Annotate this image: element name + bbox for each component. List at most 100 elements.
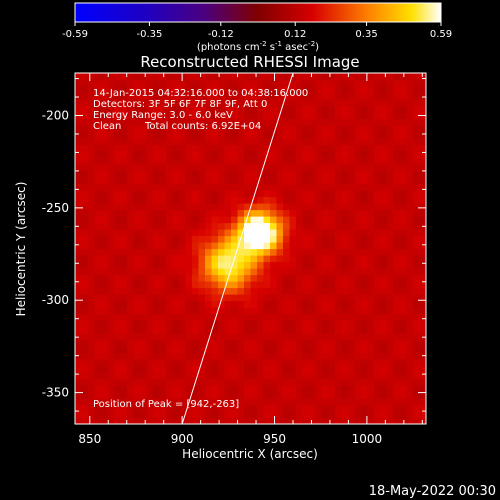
heatmap-cell [133,307,141,315]
heatmap-cell [257,300,265,308]
heatmap-cell [367,209,375,217]
heatmap-cell [211,372,219,380]
heatmap-cell [335,313,343,321]
heatmap-cell [211,287,219,295]
heatmap-cell [107,398,115,406]
heatmap-cell [192,79,200,87]
heatmap-cell [374,326,382,334]
heatmap-cell [419,203,426,211]
heatmap-cell [380,164,388,172]
heatmap-cell [140,385,148,393]
heatmap-cell [205,86,213,94]
heatmap-cell [263,274,271,282]
heatmap-cell [413,196,421,204]
heatmap-cell [107,274,115,282]
heatmap-cell [374,255,382,263]
heatmap-cell [244,151,252,159]
heatmap-cell [75,125,83,133]
heatmap-cell [296,242,304,250]
heatmap-cell [205,196,213,204]
heatmap-cell [335,144,343,152]
heatmap-cell [224,105,232,113]
heatmap-cell [361,326,369,334]
heatmap-cell [419,411,426,419]
heatmap-cell [140,229,148,237]
heatmap-cell [348,352,356,360]
heatmap-cell [179,333,187,341]
heatmap-cell [172,268,180,276]
heatmap-cell [387,287,395,295]
heatmap-cell [289,183,297,191]
heatmap-cell [159,216,167,224]
heatmap-cell [172,417,180,424]
heatmap-cell [309,359,317,367]
heatmap-cell [185,339,193,347]
heatmap-cell [94,352,102,360]
heatmap-cell [153,417,161,424]
heatmap-cell [335,216,343,224]
heatmap-cell [276,216,284,224]
heatmap-cell [198,391,206,399]
heatmap-cell [205,170,213,178]
heatmap-cell [101,255,109,263]
heatmap-cell [101,190,109,198]
heatmap-cell [133,118,141,126]
heatmap-cell [101,216,109,224]
heatmap-cell [127,417,135,424]
heatmap-cell [140,333,148,341]
heatmap-cell [205,73,213,81]
heatmap-cell [75,294,83,302]
heatmap-cell [159,242,167,250]
heatmap-cell [413,157,421,165]
heatmap-cell [120,190,128,198]
heatmap-cell [153,138,161,146]
heatmap-cell [81,125,89,133]
heatmap-cell [296,300,304,308]
heatmap-cell [302,268,310,276]
heatmap-cell [107,235,115,243]
heatmap-cell [127,359,135,367]
heatmap-cell [302,170,310,178]
heatmap-cell [380,411,388,419]
heatmap-cell [283,411,291,419]
heatmap-cell [211,411,219,419]
heatmap-cell [211,92,219,100]
heatmap-cell [94,417,102,424]
heatmap-cell [374,417,382,424]
heatmap-cell [400,287,408,295]
heatmap-cell [322,255,330,263]
heatmap-cell [315,229,323,237]
heatmap-cell [374,391,382,399]
heatmap-cell [354,157,362,165]
heatmap-cell [81,229,89,237]
heatmap-cell [75,359,83,367]
heatmap-cell [94,209,102,217]
heatmap-cell [289,333,297,341]
heatmap-cell [159,118,167,126]
heatmap-cell [107,365,115,373]
heatmap-cell [270,417,278,424]
heatmap-cell [289,352,297,360]
heatmap-cell [172,287,180,295]
heatmap-cell [75,164,83,172]
colorbar-gradient [74,2,442,23]
heatmap-cell [276,183,284,191]
heatmap-cell [296,294,304,302]
heatmap-cell [348,125,356,133]
heatmap-cell [75,73,83,81]
heatmap-cell [88,157,96,165]
heatmap-cell [380,79,388,87]
heatmap-cell [146,352,154,360]
heatmap-cell [348,261,356,269]
heatmap-cell [81,300,89,308]
heatmap-cell [406,229,414,237]
heatmap-cell [133,190,141,198]
heatmap-cell [250,222,258,230]
heatmap-cell [296,359,304,367]
heatmap-cell [127,222,135,230]
heatmap-cell [114,79,122,87]
heatmap-cell [94,346,102,354]
heatmap-cell [231,398,239,406]
heatmap-cell [88,190,96,198]
annotation-total-counts: Total counts: 6.92E+04 [144,121,261,132]
